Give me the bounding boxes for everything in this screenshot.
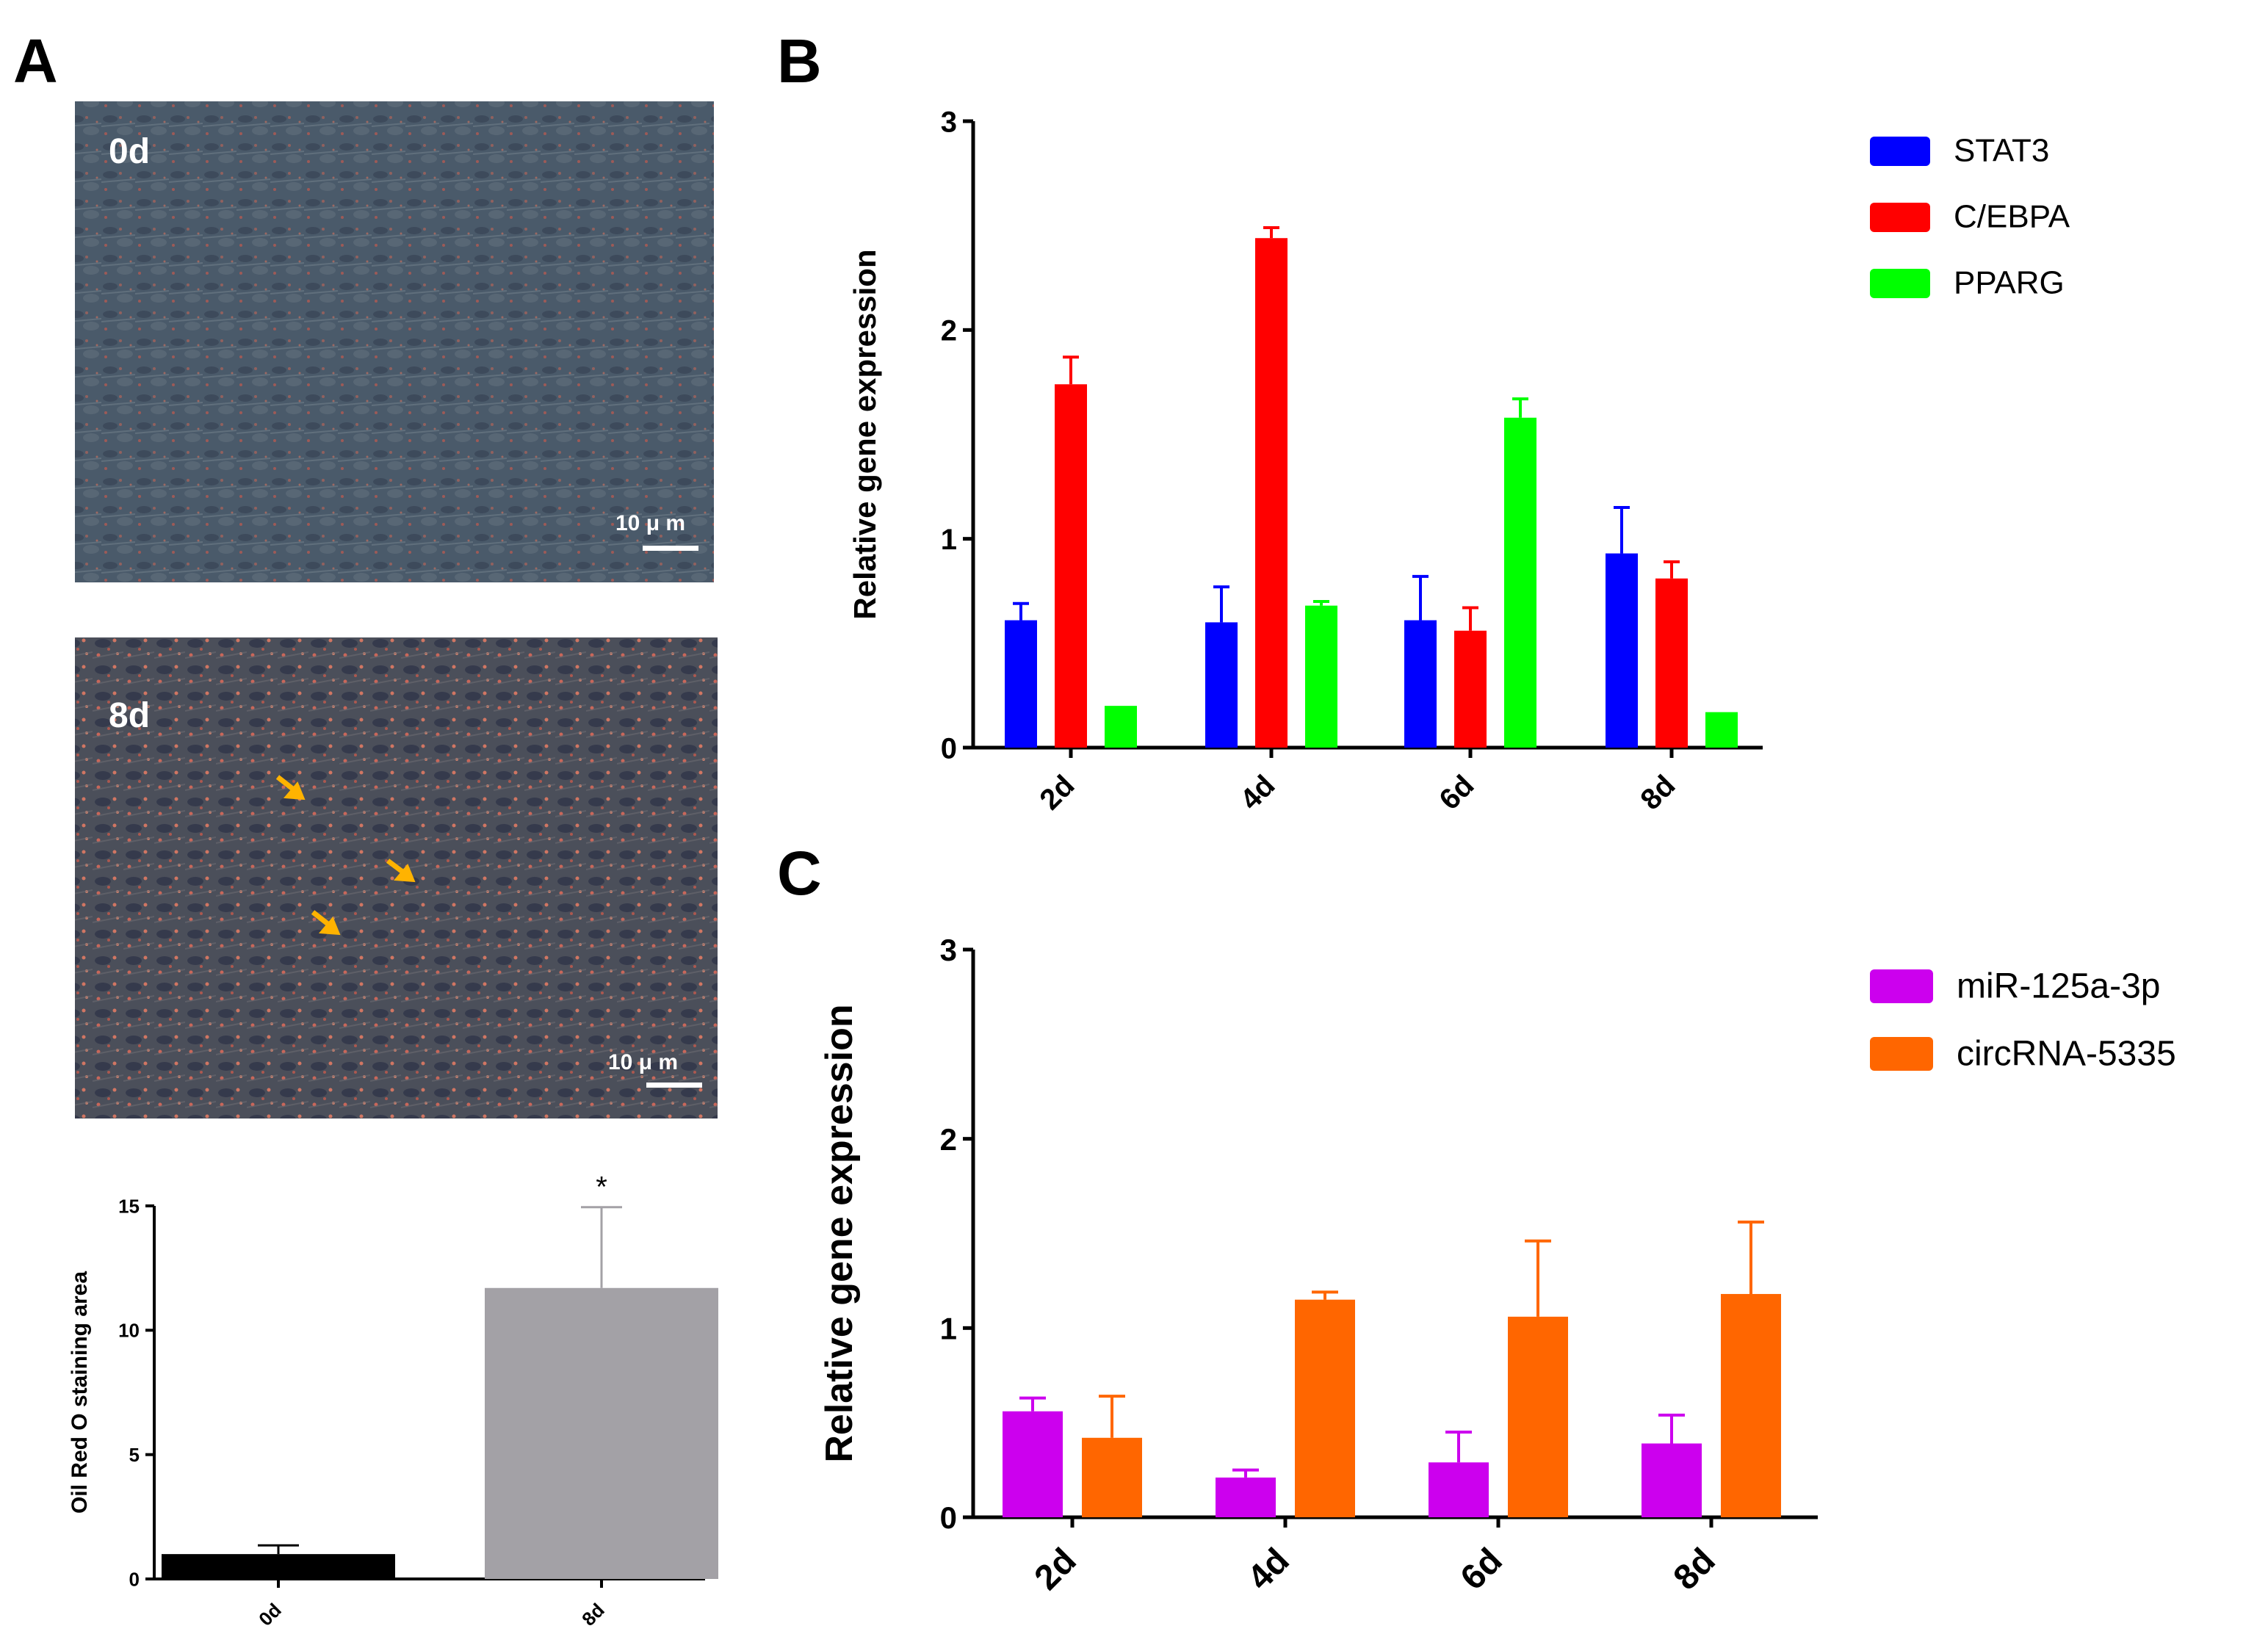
x-tick-label: 6d [1453,1541,1510,1597]
chart-oil-red-quantification: 0 5 10 15 Oil Red O staining area 0d 8d * [68,1171,718,1630]
y-tick-label: 0 [129,1568,140,1590]
legend-label: C/EBPA [1954,199,2070,235]
legend-label: STAT3 [1954,133,2049,169]
circrna-5335-bar-8d [1721,1293,1781,1517]
mir-125a-3p-bar-4d [1216,1477,1276,1517]
y-tick-label: 15 [118,1195,140,1217]
x-tick-label: 8d [577,1599,609,1630]
stat3-bar-8d [1606,553,1638,748]
c-ebpa-bar-4d [1255,238,1288,748]
stat3-bar-2d [1005,620,1037,748]
lipid-arrow-2 [386,859,416,883]
x-tick-label: 2d [1028,1541,1084,1597]
legend-swatch [1870,269,1930,298]
lipid-arrow-3 [311,910,341,936]
y-axis-title: Relative gene expression [818,1004,861,1462]
y-tick-label: 2 [941,315,957,347]
circrna-5335-bar-2d [1082,1437,1142,1517]
micrograph-8d-scale-bar [646,1083,702,1088]
micrograph-0d-scale-label: 10 μ m [615,511,685,535]
pparg-bar-6d [1504,417,1536,748]
circrna-5335-bar-4d [1295,1299,1355,1517]
pparg-bar-2d [1105,706,1137,748]
circrna-5335-bar-6d [1508,1316,1568,1517]
micrograph-0d-scale-bar [643,546,698,551]
y-tick-label: 1 [940,1311,957,1345]
x-tick-label: 6d [1433,769,1480,816]
bar-8d [485,1287,718,1579]
x-tick-label: 8d [1634,769,1681,816]
x-tick-label: 4d [1240,1541,1297,1597]
stat3-bar-6d [1404,620,1437,748]
bar-0d [162,1554,395,1579]
legend-swatch [1870,969,1933,1003]
mir-125a-3p-bar-8d [1642,1443,1702,1517]
y-tick-label: 1 [941,524,957,556]
pparg-bar-8d [1705,712,1738,748]
legend-swatch [1870,1037,1933,1071]
y-tick-label: 0 [940,1500,957,1535]
x-tick-label: 8d [1666,1541,1723,1597]
chart-b-adipogenic-genes: 0 1 2 3 Relative gene expression 2d 4d 6d 8d STAT… [848,106,2070,816]
pparg-bar-4d [1305,605,1337,748]
mir-125a-3p-bar-6d [1429,1462,1489,1517]
micrograph-0d-image [75,101,714,582]
panel-label-b: B [777,26,822,95]
panel-label-a: A [13,26,58,95]
x-tick-label: 2d [1033,769,1080,816]
legend-label: miR-125a-3p [1957,967,2160,1006]
y-tick-label: 0 [941,732,957,765]
y-tick-label: 3 [941,106,957,138]
y-tick-label: 5 [129,1444,140,1466]
micrograph-0d-label: 0d [109,132,150,171]
legend: STAT3 C/EBPA PPARG [1870,133,2070,301]
mir-125a-3p-bar-2d [1003,1411,1063,1517]
y-tick-label: 10 [118,1320,140,1342]
y-axis-title: Oil Red O staining area [68,1271,92,1514]
micrograph-8d-scale-label: 10 μ m [608,1050,678,1074]
c-ebpa-bar-2d [1055,384,1087,748]
lipid-arrow-1 [275,775,306,800]
c-ebpa-bar-8d [1655,578,1688,748]
micrograph-8d-label: 8d [109,696,150,735]
legend: miR-125a-3p circRNA-5335 [1870,967,2176,1074]
x-tick-label: 4d [1234,769,1281,816]
c-ebpa-bar-6d [1454,630,1487,748]
significance-marker: * [596,1171,607,1204]
micrograph-0d: 0d 10 μ m [75,101,714,582]
micrograph-8d: 8d 10 μ m [75,637,718,1118]
legend-label: PPARG [1954,265,2065,301]
y-tick-label: 3 [940,933,957,967]
y-axis-title: Relative gene expression [848,249,882,619]
legend-swatch [1870,137,1930,166]
stat3-bar-4d [1205,622,1238,748]
legend-swatch [1870,203,1930,232]
panel-label-c: C [777,839,822,908]
x-tick-label: 0d [254,1599,286,1630]
y-tick-label: 2 [940,1122,957,1157]
chart-c-mir-circrna: 0 1 2 3 Relative gene expression 2d 4d 6d 8d miR-… [818,933,2176,1597]
legend-label: circRNA-5335 [1957,1035,2176,1074]
